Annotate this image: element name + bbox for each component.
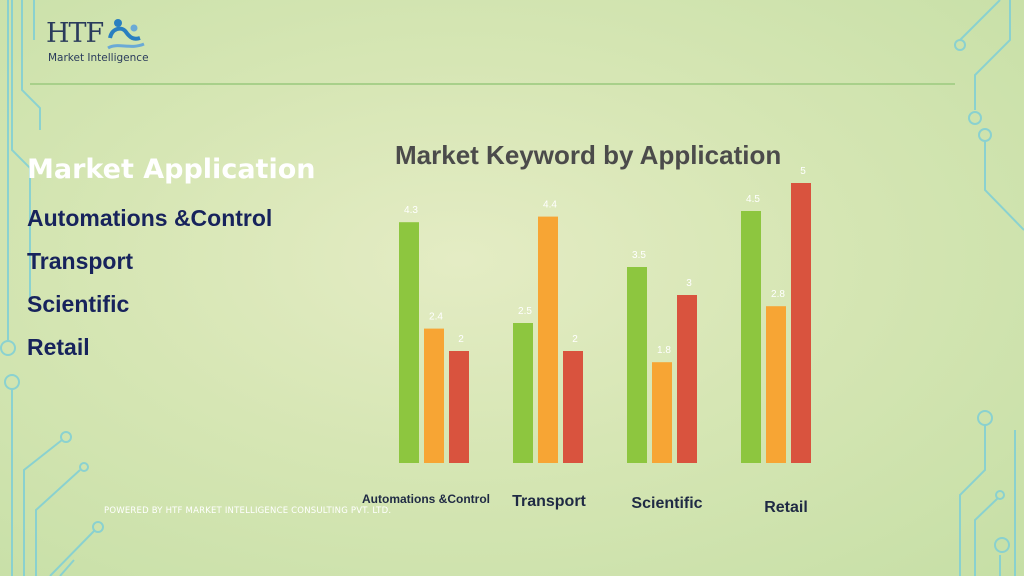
chart-bar xyxy=(563,351,583,463)
footer-credit: POWERED BY HTF MARKET INTELLIGENCE CONSU… xyxy=(104,506,392,516)
chart-category-label: Transport xyxy=(512,493,586,510)
chart-category-label: Retail xyxy=(764,499,808,516)
chart-title: Market Keyword by Application xyxy=(395,140,782,170)
chart-data-label: 4.5 xyxy=(746,194,760,205)
logo-subtitle: Market Intelligence xyxy=(48,52,149,64)
chart-bar xyxy=(791,183,811,463)
chart-category-label: Scientific xyxy=(631,495,702,512)
chart-data-label: 2 xyxy=(458,334,464,345)
application-list: Automations &Control Transport Scientifi… xyxy=(27,203,272,375)
chart-bar xyxy=(424,328,444,463)
application-item: Transport xyxy=(27,248,134,274)
chart-bar xyxy=(627,267,647,463)
chart-data-label: 4.3 xyxy=(404,205,418,216)
chart-data-label: 3.5 xyxy=(632,250,646,261)
chart-bar xyxy=(677,295,697,463)
chart-bar xyxy=(652,362,672,463)
logo-mark-text: HTF xyxy=(46,18,104,49)
htf-logo: HTF Market Intelligence xyxy=(46,16,156,72)
chart-data-label: 2.5 xyxy=(518,306,532,317)
chart-data-label: 2.4 xyxy=(429,312,443,323)
chart-category-label: Automations &Control xyxy=(362,492,490,506)
chart-data-label: 2 xyxy=(572,334,578,345)
logo-people-icon xyxy=(107,19,145,50)
chart-bar xyxy=(538,216,558,463)
chart-data-label: 4.4 xyxy=(543,200,557,211)
chart-bar xyxy=(399,222,419,463)
chart-data-label: 1.8 xyxy=(657,345,671,356)
application-item: Retail xyxy=(27,334,90,360)
application-item: Scientific xyxy=(27,291,130,317)
chart-data-label: 2.8 xyxy=(771,289,785,300)
chart-bar xyxy=(741,211,761,463)
chart-bar xyxy=(513,323,533,463)
section-title: Market Application xyxy=(27,154,316,185)
chart-bar xyxy=(766,306,786,463)
header-divider xyxy=(30,83,955,85)
chart-data-label: 5 xyxy=(800,166,806,177)
chart-bar xyxy=(449,351,469,463)
chart-data-label: 3 xyxy=(686,278,692,289)
application-item: Automations &Control xyxy=(27,205,273,231)
